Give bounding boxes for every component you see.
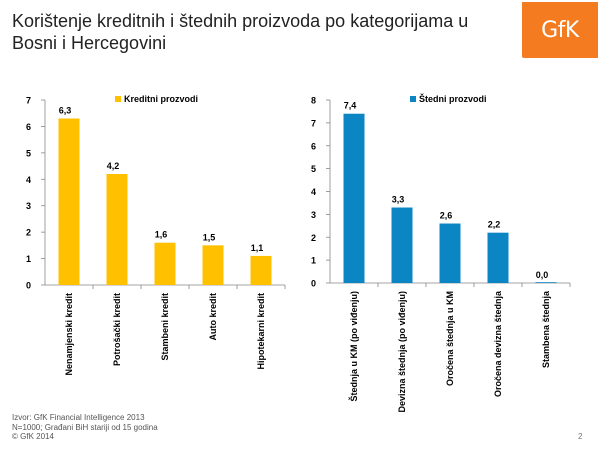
credit-chart-svg: 0 1 2 3 4 5 6 7 Kreditni prozvodi 6,3 Nenamjenski … (26, 94, 286, 376)
credit-data-label: 4,2 (107, 161, 120, 171)
savings-chart-svg: 0 1 2 3 4 5 6 7 8 Štedni prozvodi 7,4 Štednja u KM … (311, 93, 571, 413)
savings-y-tick-label: 8 (311, 96, 316, 106)
footer-sample-line: N=1000; Građani BiH stariji od 15 godina (12, 422, 158, 432)
credit-bar (250, 255, 272, 285)
credit-y-tick-label: 5 (26, 148, 31, 158)
credit-category-label: Hipotekarni kredit (256, 293, 266, 370)
credit-legend-label: Kreditni prozvodi (124, 94, 198, 104)
page-number: 2 (578, 432, 583, 441)
credit-category-label: Auto kredit (208, 293, 218, 341)
credit-bar (202, 245, 224, 285)
credit-data-label: 1,1 (251, 243, 264, 253)
savings-category-label: Devizna štednja (po viđenju) (397, 291, 407, 413)
credit-y-tick-label: 1 (26, 254, 31, 264)
savings-y-tick-label: 0 (311, 279, 316, 289)
chart-savings-products: 0 1 2 3 4 5 6 7 8 Štedni prozvodi 7,4 Štednja u KM … (290, 85, 600, 415)
credit-y-tick-label: 7 (26, 96, 31, 106)
savings-y-tick-label: 4 (311, 187, 316, 197)
footer-source: Izvor: GfK Financial Intelligence 2013 N… (12, 413, 158, 442)
savings-data-label: 3,3 (392, 195, 405, 205)
savings-y-tick-label: 2 (311, 233, 316, 243)
slide-title: Korištenje kreditnih i štednih proizvoda… (12, 11, 469, 53)
savings-data-label: 7,4 (344, 101, 357, 111)
chart-credit-products: 0 1 2 3 4 5 6 7 Kreditni prozvodi 6,3 Nenamjenski … (0, 85, 300, 415)
savings-category-label: Oročena devizna štednja (493, 290, 503, 397)
savings-data-label: 2,2 (488, 220, 501, 230)
gfk-logo-text: GfK (541, 17, 579, 43)
footer-copyright: © GfK 2014 (12, 432, 54, 441)
footer-source-line: Izvor: GfK Financial Intelligence 2013 (12, 413, 145, 422)
savings-bar (391, 207, 413, 283)
savings-category-label: Štednja u KM (po viđenju) (348, 291, 359, 402)
credit-bar (106, 174, 128, 285)
savings-data-label: 2,6 (440, 211, 453, 221)
credit-data-label: 1,5 (203, 232, 216, 242)
credit-category-label: Potrošački kredit (112, 293, 122, 366)
credit-y-tick-label: 4 (26, 175, 31, 185)
credit-y-tick-label: 6 (26, 122, 31, 132)
gfk-logo: GfK (522, 2, 598, 58)
savings-bar (343, 113, 365, 283)
credit-y-tick-label: 2 (26, 228, 31, 238)
savings-bar (487, 232, 509, 283)
savings-data-label: 0,0 (536, 270, 549, 280)
savings-y-tick-label: 3 (311, 210, 316, 220)
credit-data-label: 1,6 (155, 230, 168, 240)
savings-legend-swatch (410, 96, 416, 102)
savings-y-tick-label: 1 (311, 256, 316, 266)
credit-data-label: 6,3 (59, 106, 72, 116)
credit-y-tick-label: 3 (26, 201, 31, 211)
savings-category-label: Stambena štednja (541, 290, 551, 368)
savings-y-tick-label: 5 (311, 164, 316, 174)
savings-bar (535, 282, 557, 283)
credit-category-label: Nenamjenski kredit (64, 293, 74, 376)
savings-category-label: Oročena štednja u KM (445, 291, 455, 386)
savings-legend-label: Štedni prozvodi (419, 93, 487, 104)
credit-bar (58, 118, 80, 285)
credit-bar (154, 242, 176, 285)
savings-y-tick-label: 6 (311, 141, 316, 151)
credit-legend-swatch (115, 96, 121, 102)
savings-y-tick-label: 7 (311, 118, 316, 128)
credit-y-tick-label: 0 (26, 281, 31, 291)
credit-category-label: Stambeni kredit (160, 293, 170, 361)
savings-bar (439, 223, 461, 283)
